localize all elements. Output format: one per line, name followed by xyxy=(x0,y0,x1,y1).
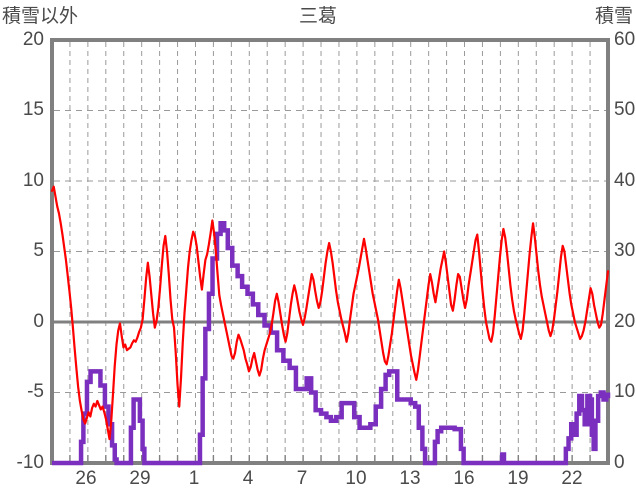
xtick-6: 13 xyxy=(399,468,421,489)
left-axis-title: 積雪以外 xyxy=(2,6,79,27)
ytick-right-2: 40 xyxy=(614,170,636,191)
ytick-right-1: 50 xyxy=(614,99,636,120)
ytick-right-5: 10 xyxy=(614,381,636,402)
ytick-right-6: 0 xyxy=(614,452,625,473)
chart-header: 積雪以外 三葛 積雪 xyxy=(0,0,636,30)
xtick-2: 1 xyxy=(188,468,200,489)
xtick-0: 26 xyxy=(75,468,97,489)
xtick-1: 29 xyxy=(129,468,151,489)
xtick-5: 10 xyxy=(345,468,367,489)
xtick-3: 4 xyxy=(242,468,254,489)
ytick-left-6: -10 xyxy=(16,452,44,473)
x-axis-ticks xyxy=(69,455,591,461)
ytick-right-3: 30 xyxy=(614,240,636,261)
xtick-4: 7 xyxy=(296,468,308,489)
series-snow-depth xyxy=(52,221,611,466)
ytick-left-5: -5 xyxy=(27,381,44,402)
plot-frame xyxy=(50,38,610,465)
ytick-left-4: 0 xyxy=(33,311,44,332)
ytick-left-0: 20 xyxy=(22,29,44,50)
right-axis-title: 積雪 xyxy=(594,6,633,27)
ytick-left-2: 10 xyxy=(22,170,44,191)
xtick-7: 16 xyxy=(453,468,475,489)
ytick-right-4: 20 xyxy=(614,311,636,332)
page-title: 三葛 xyxy=(298,6,337,27)
ytick-left-1: 15 xyxy=(22,99,44,120)
series-temperature xyxy=(50,185,610,441)
xtick-8: 19 xyxy=(507,468,529,489)
ytick-left-3: 5 xyxy=(33,240,44,261)
xtick-9: 22 xyxy=(561,468,583,489)
ytick-right-0: 60 xyxy=(614,29,636,50)
